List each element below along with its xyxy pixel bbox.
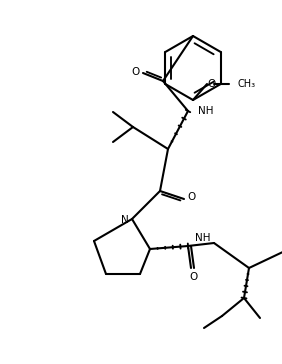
Text: O: O (132, 67, 140, 77)
Text: CH₃: CH₃ (237, 79, 255, 89)
Text: N: N (121, 215, 129, 225)
Text: O: O (190, 272, 198, 282)
Text: O: O (187, 192, 195, 202)
Text: NH: NH (195, 233, 211, 243)
Text: O: O (207, 79, 215, 89)
Text: NH: NH (198, 106, 213, 116)
